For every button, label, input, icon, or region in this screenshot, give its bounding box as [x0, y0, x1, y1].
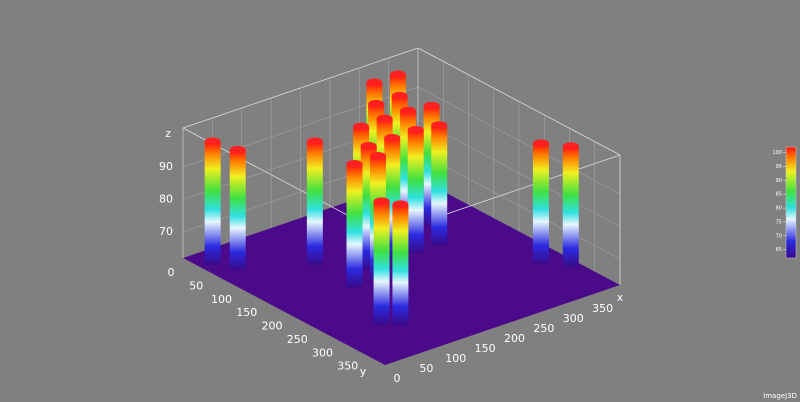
- y-tick-label: 50: [189, 279, 203, 292]
- pillar: [431, 121, 448, 246]
- colorbar-tick-label: 100: [772, 150, 782, 156]
- pillar-top: [346, 160, 363, 168]
- pillar-body: [373, 201, 390, 325]
- x-tick-label: 50: [419, 362, 433, 375]
- pillar-body: [306, 141, 323, 265]
- x-tick-label: 100: [445, 352, 466, 365]
- z-tick-label: 90: [159, 160, 173, 173]
- pillar-top: [353, 122, 370, 131]
- pillar-top: [532, 139, 549, 148]
- y-tick-label: 0: [168, 266, 175, 279]
- colorbar-tick-label: 85: [776, 192, 782, 198]
- pillar-top: [389, 70, 406, 79]
- y-tick-label: 300: [312, 346, 333, 359]
- pillar-top: [360, 141, 377, 150]
- pillar: [392, 200, 409, 325]
- pillar-body: [229, 149, 246, 271]
- pillar-top: [370, 152, 386, 160]
- x-tick-label: 0: [394, 372, 401, 385]
- x-tick-label: 300: [563, 312, 584, 325]
- pillar-body: [392, 204, 409, 325]
- pillar-body: [346, 164, 363, 288]
- x-tick-label: 350: [592, 302, 613, 315]
- watermark: ImageJ3D: [763, 392, 797, 400]
- pillar-body: [407, 129, 424, 254]
- pillar-top: [400, 106, 417, 115]
- pillar-top: [376, 114, 393, 123]
- x-axis-label: x: [617, 291, 624, 304]
- colorbar-tick-label: 80: [776, 206, 782, 212]
- y-tick-label: 350: [337, 360, 358, 373]
- pillar-body: [431, 125, 448, 246]
- y-tick-label: 250: [287, 333, 308, 346]
- pillar-top: [423, 101, 440, 110]
- pillar-top: [306, 137, 323, 146]
- pillar-top: [366, 78, 383, 87]
- colorbar-tick-label: 90: [776, 178, 782, 184]
- y-tick-label: 150: [236, 306, 257, 319]
- pillar: [229, 145, 246, 271]
- y-axis-label: y: [360, 365, 367, 378]
- pillar-top: [204, 137, 221, 146]
- pillar-top: [392, 200, 409, 209]
- pillar-top: [431, 121, 448, 130]
- colorbar-tick-label: 95: [776, 164, 782, 170]
- z-tick-label: 70: [159, 225, 173, 238]
- pillar: [407, 125, 424, 254]
- pillar-body: [562, 146, 579, 267]
- pillar: [562, 142, 579, 267]
- pillar-top: [391, 91, 408, 100]
- pillar-top: [368, 99, 385, 108]
- z-axis-label: z: [165, 127, 171, 140]
- pillar: [204, 137, 221, 266]
- pillar-top: [562, 142, 579, 151]
- colorbar-tick-label: 65: [776, 247, 782, 253]
- colorbar-tick-label: 70: [776, 233, 782, 239]
- pillar-top: [407, 125, 424, 134]
- pillar-top: [229, 145, 246, 154]
- pillar: [346, 160, 363, 288]
- y-tick-label: 100: [211, 293, 232, 306]
- z-tick-label: 80: [159, 193, 173, 206]
- x-tick-label: 150: [475, 342, 496, 355]
- pillar-top: [373, 197, 390, 206]
- colorbar: [785, 146, 797, 259]
- colorbar-tick-label: 75: [776, 219, 782, 225]
- pillar: [306, 137, 323, 265]
- pillar-body: [532, 143, 549, 264]
- pillar: [532, 139, 549, 264]
- pillar: [373, 197, 390, 325]
- x-tick-label: 200: [504, 332, 525, 345]
- y-tick-label: 200: [262, 320, 283, 333]
- x-tick-label: 250: [533, 322, 554, 335]
- pillar-body: [204, 141, 221, 266]
- pillar-top: [384, 133, 401, 142]
